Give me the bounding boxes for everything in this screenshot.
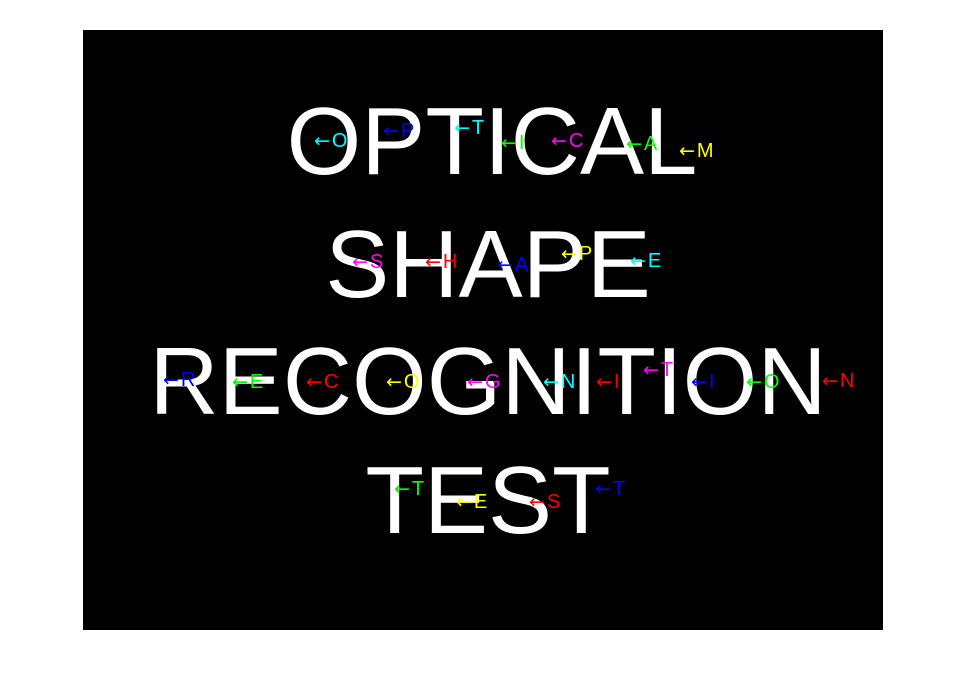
left-arrow-icon: ← <box>822 370 838 392</box>
marker-letter: T <box>660 359 674 381</box>
marker-e-14: ← E <box>232 372 263 392</box>
left-arrow-icon: ← <box>643 359 659 381</box>
marker-i-19: ← I <box>596 372 619 392</box>
marker-letter: I <box>613 371 620 393</box>
marker-s-8: ← S <box>352 252 383 272</box>
marker-a-6: ← A <box>626 134 657 154</box>
left-arrow-icon: ← <box>543 371 559 393</box>
marker-letter: C <box>568 130 584 152</box>
left-arrow-icon: ← <box>679 140 695 162</box>
marker-letter: R <box>180 369 196 391</box>
marker-e-25: ← E <box>456 492 487 512</box>
left-arrow-icon: ← <box>691 371 707 393</box>
marker-letter: E <box>647 250 662 272</box>
marker-letter: E <box>473 491 488 513</box>
marker-t-27: ← T <box>595 479 625 499</box>
left-arrow-icon: ← <box>596 371 612 393</box>
marker-letter: S <box>546 491 561 513</box>
marker-t-3: ← T <box>454 118 484 138</box>
left-arrow-icon: ← <box>551 130 567 152</box>
marker-a-10: ← A <box>497 255 528 275</box>
marker-letter: A <box>514 254 529 276</box>
left-arrow-icon: ← <box>306 371 322 393</box>
marker-letter: A <box>643 133 658 155</box>
marker-letter: N <box>839 370 855 392</box>
marker-letter: E <box>249 371 264 393</box>
marker-n-23: ← N <box>822 371 854 391</box>
marker-letter: O <box>403 371 420 393</box>
marker-s-26: ← S <box>529 492 560 512</box>
marker-i-4: ← I <box>501 133 524 153</box>
left-arrow-icon: ← <box>467 371 483 393</box>
left-arrow-icon: ← <box>561 243 577 265</box>
marker-g-17: ← G <box>467 372 500 392</box>
marker-p-2: ← P <box>383 121 414 141</box>
marker-c-15: ← C <box>306 372 338 392</box>
marker-p-11: ← P <box>561 244 592 264</box>
marker-letter: M <box>696 140 714 162</box>
marker-letter: G <box>484 371 501 393</box>
marker-letter: O <box>763 371 780 393</box>
left-arrow-icon: ← <box>630 250 646 272</box>
marker-h-9: ← H <box>425 252 457 272</box>
marker-letter: T <box>612 478 626 500</box>
left-arrow-icon: ← <box>529 491 545 513</box>
marker-o-22: ← O <box>746 372 779 392</box>
marker-i-21: ← I <box>691 372 714 392</box>
marker-t-24: ← T <box>394 479 424 499</box>
left-arrow-icon: ← <box>425 251 441 273</box>
left-arrow-icon: ← <box>626 133 642 155</box>
left-arrow-icon: ← <box>595 478 611 500</box>
word-shape: SHAPE <box>325 211 651 318</box>
left-arrow-icon: ← <box>163 369 179 391</box>
left-arrow-icon: ← <box>314 130 330 152</box>
left-arrow-icon: ← <box>501 132 517 154</box>
marker-e-12: ← E <box>630 251 661 271</box>
marker-letter: P <box>400 120 415 142</box>
word-recognition: RECOGNITION <box>149 328 827 435</box>
left-arrow-icon: ← <box>383 120 399 142</box>
marker-letter: T <box>411 478 425 500</box>
marker-c-5: ← C <box>551 131 583 151</box>
marker-o-16: ← O <box>386 372 419 392</box>
left-arrow-icon: ← <box>232 371 248 393</box>
marker-letter: C <box>323 371 339 393</box>
marker-o-1: ← O <box>314 131 347 151</box>
marker-m-7: ← M <box>679 141 714 161</box>
left-arrow-icon: ← <box>394 478 410 500</box>
marker-letter: N <box>560 371 576 393</box>
image-canvas: OPTICAL SHAPE RECOGNITION TEST ← O ← P ← T ← I ←… <box>83 30 883 630</box>
left-arrow-icon: ← <box>456 491 472 513</box>
word-optical: OPTICAL <box>286 88 698 195</box>
marker-r-13: ← R <box>163 370 195 390</box>
marker-letter: I <box>708 371 715 393</box>
marker-letter: H <box>442 251 458 273</box>
marker-t-20: ← T <box>643 360 673 380</box>
word-test: TEST <box>365 447 611 554</box>
marker-letter: S <box>369 251 384 273</box>
marker-letter: T <box>471 117 485 139</box>
left-arrow-icon: ← <box>497 254 513 276</box>
marker-letter: I <box>518 132 525 154</box>
marker-letter: P <box>578 243 593 265</box>
left-arrow-icon: ← <box>352 251 368 273</box>
left-arrow-icon: ← <box>386 371 402 393</box>
left-arrow-icon: ← <box>746 371 762 393</box>
marker-letter: O <box>331 130 348 152</box>
marker-n-18: ← N <box>543 372 575 392</box>
left-arrow-icon: ← <box>454 117 470 139</box>
